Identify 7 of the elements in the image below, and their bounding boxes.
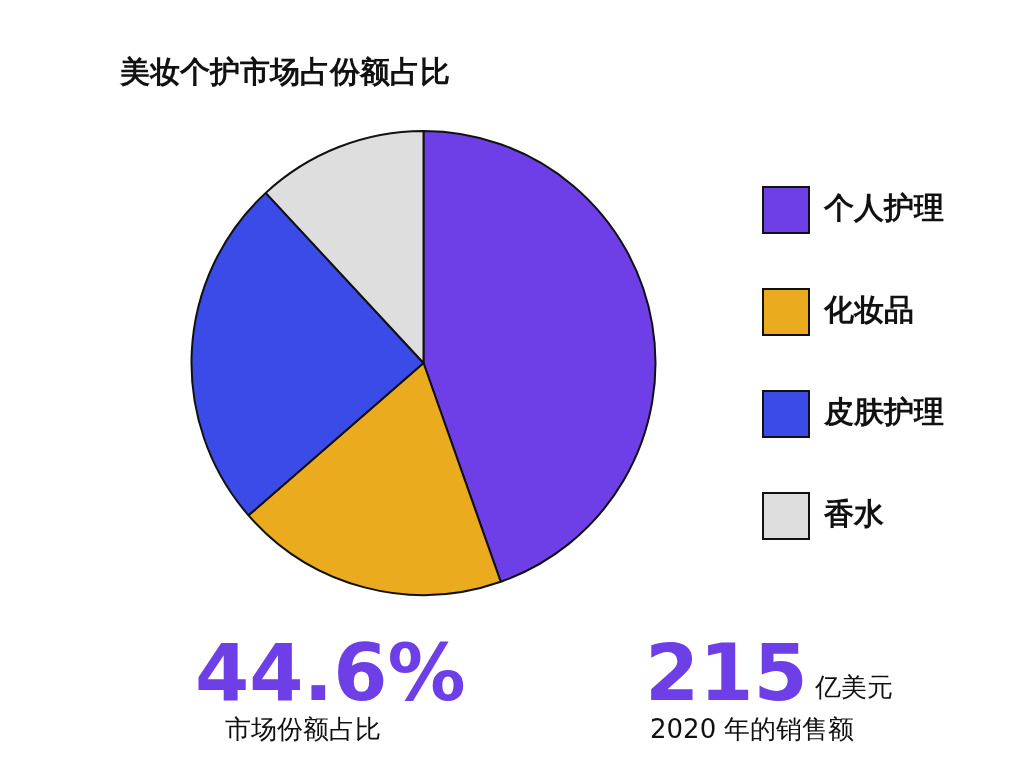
text: 市场份额占比 bbox=[225, 713, 381, 746]
legend-label: 化妆品 bbox=[823, 291, 914, 327]
legend-label: 皮肤护理 bbox=[823, 393, 944, 429]
legend-label: 香水 bbox=[823, 495, 885, 531]
chart-title: 美妆个护市场占份额占比 bbox=[120, 53, 450, 91]
legend-label: 个人护理 bbox=[823, 189, 944, 225]
text: 亿美元 bbox=[815, 671, 893, 704]
